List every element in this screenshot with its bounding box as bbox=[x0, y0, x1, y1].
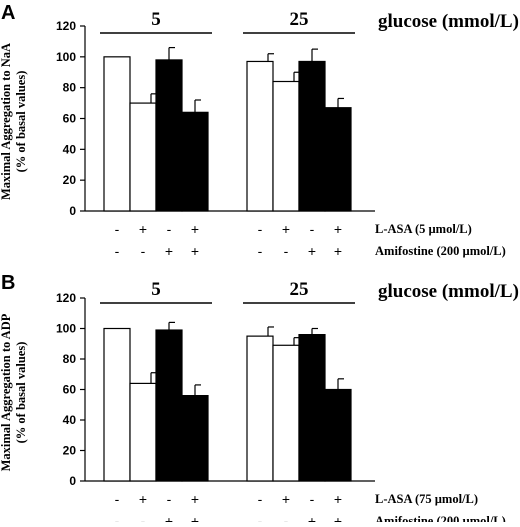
treatment-sign-row2: - bbox=[115, 513, 120, 522]
group-glucose-value: 25 bbox=[290, 279, 309, 300]
y-axis-title: Maximal Aggregation to ADP bbox=[0, 313, 13, 471]
treatment-label-row2: Amifostine (200 µmol/L) bbox=[375, 244, 506, 258]
y-tick-label: 40 bbox=[63, 413, 77, 427]
treatment-label-row2: Amifostine (200 µmol/L) bbox=[375, 514, 506, 522]
treatment-sign-row1: + bbox=[139, 491, 147, 507]
treatment-sign-row1: + bbox=[282, 491, 290, 507]
y-tick-label: 100 bbox=[56, 50, 76, 64]
treatment-sign-row2: - bbox=[284, 243, 289, 259]
bar bbox=[155, 59, 183, 212]
bar bbox=[324, 107, 352, 212]
treatment-sign-row1: + bbox=[191, 221, 199, 237]
y-axis-subtitle: (% of basal values) bbox=[14, 71, 28, 173]
treatment-sign-row1: - bbox=[115, 221, 120, 237]
treatment-sign-row2: + bbox=[308, 513, 316, 522]
treatment-sign-row2: + bbox=[165, 243, 173, 259]
bar bbox=[103, 56, 131, 212]
treatment-sign-row2: - bbox=[141, 513, 146, 522]
panel-label: B bbox=[1, 272, 15, 294]
bar bbox=[324, 388, 352, 482]
bar bbox=[129, 382, 157, 482]
bar bbox=[181, 395, 209, 482]
bar bbox=[129, 102, 157, 212]
group-glucose-value: 5 bbox=[151, 9, 161, 30]
y-tick-label: 100 bbox=[56, 322, 76, 336]
treatment-sign-row2: - bbox=[258, 243, 263, 259]
treatment-sign-row1: - bbox=[258, 221, 263, 237]
treatment-label-row1: L-ASA (75 µmol/L) bbox=[375, 492, 478, 506]
treatment-sign-row2: + bbox=[191, 513, 199, 522]
treatment-sign-row1: + bbox=[282, 221, 290, 237]
chart-panel-b: B Maximal Aggregation to ADP (% of basal v… bbox=[0, 272, 519, 527]
treatment-sign-row2: + bbox=[308, 243, 316, 259]
group-glucose-value: 25 bbox=[290, 9, 309, 30]
bar bbox=[155, 329, 183, 482]
y-tick-label: 120 bbox=[56, 19, 76, 33]
treatment-sign-row1: - bbox=[115, 491, 120, 507]
treatment-sign-row1: + bbox=[334, 221, 342, 237]
treatment-sign-row2: - bbox=[141, 243, 146, 259]
bar bbox=[272, 344, 300, 482]
y-tick-label: 60 bbox=[63, 112, 77, 126]
treatment-sign-row1: - bbox=[310, 221, 315, 237]
y-axis-title: Maximal Aggregation to NaA bbox=[0, 43, 13, 200]
y-tick-label: 80 bbox=[63, 81, 77, 95]
chart-panel-a: A Maximal Aggregation to NaA (% of basal v… bbox=[0, 2, 519, 259]
treatment-sign-row1: - bbox=[258, 491, 263, 507]
y-axis-subtitle: (% of basal values) bbox=[14, 342, 28, 444]
treatment-sign-row2: - bbox=[284, 513, 289, 522]
y-tick-label: 60 bbox=[63, 383, 77, 397]
treatment-sign-row2: + bbox=[334, 513, 342, 522]
treatment-sign-row2: + bbox=[191, 243, 199, 259]
group-header-label: glucose (mmol/L) bbox=[378, 281, 519, 302]
treatment-sign-row2: - bbox=[258, 513, 263, 522]
treatment-label-row1: L-ASA (5 µmol/L) bbox=[375, 222, 472, 236]
treatment-sign-row2: - bbox=[115, 243, 120, 259]
treatment-sign-row1: - bbox=[310, 491, 315, 507]
bar bbox=[246, 335, 274, 482]
treatment-sign-row1: - bbox=[167, 491, 172, 507]
treatment-sign-row2: + bbox=[165, 513, 173, 522]
y-tick-label: 120 bbox=[56, 291, 76, 305]
treatment-sign-row1: + bbox=[191, 491, 199, 507]
bar bbox=[103, 327, 131, 482]
y-tick-label: 40 bbox=[63, 142, 77, 156]
y-tick-label: 20 bbox=[63, 173, 77, 187]
treatment-sign-row1: + bbox=[139, 221, 147, 237]
bar bbox=[298, 334, 326, 482]
panel-label: A bbox=[1, 2, 15, 24]
y-tick-label: 0 bbox=[69, 474, 76, 488]
y-tick-label: 0 bbox=[69, 204, 76, 218]
bar bbox=[181, 111, 209, 212]
bar bbox=[246, 60, 274, 212]
treatment-sign-row1: - bbox=[167, 221, 172, 237]
y-tick-label: 20 bbox=[63, 444, 77, 458]
group-glucose-value: 5 bbox=[151, 279, 161, 300]
y-tick-label: 80 bbox=[63, 352, 77, 366]
bar bbox=[272, 80, 300, 212]
bar bbox=[298, 60, 326, 212]
group-header-label: glucose (mmol/L) bbox=[378, 11, 519, 32]
treatment-sign-row1: + bbox=[334, 491, 342, 507]
treatment-sign-row2: + bbox=[334, 243, 342, 259]
